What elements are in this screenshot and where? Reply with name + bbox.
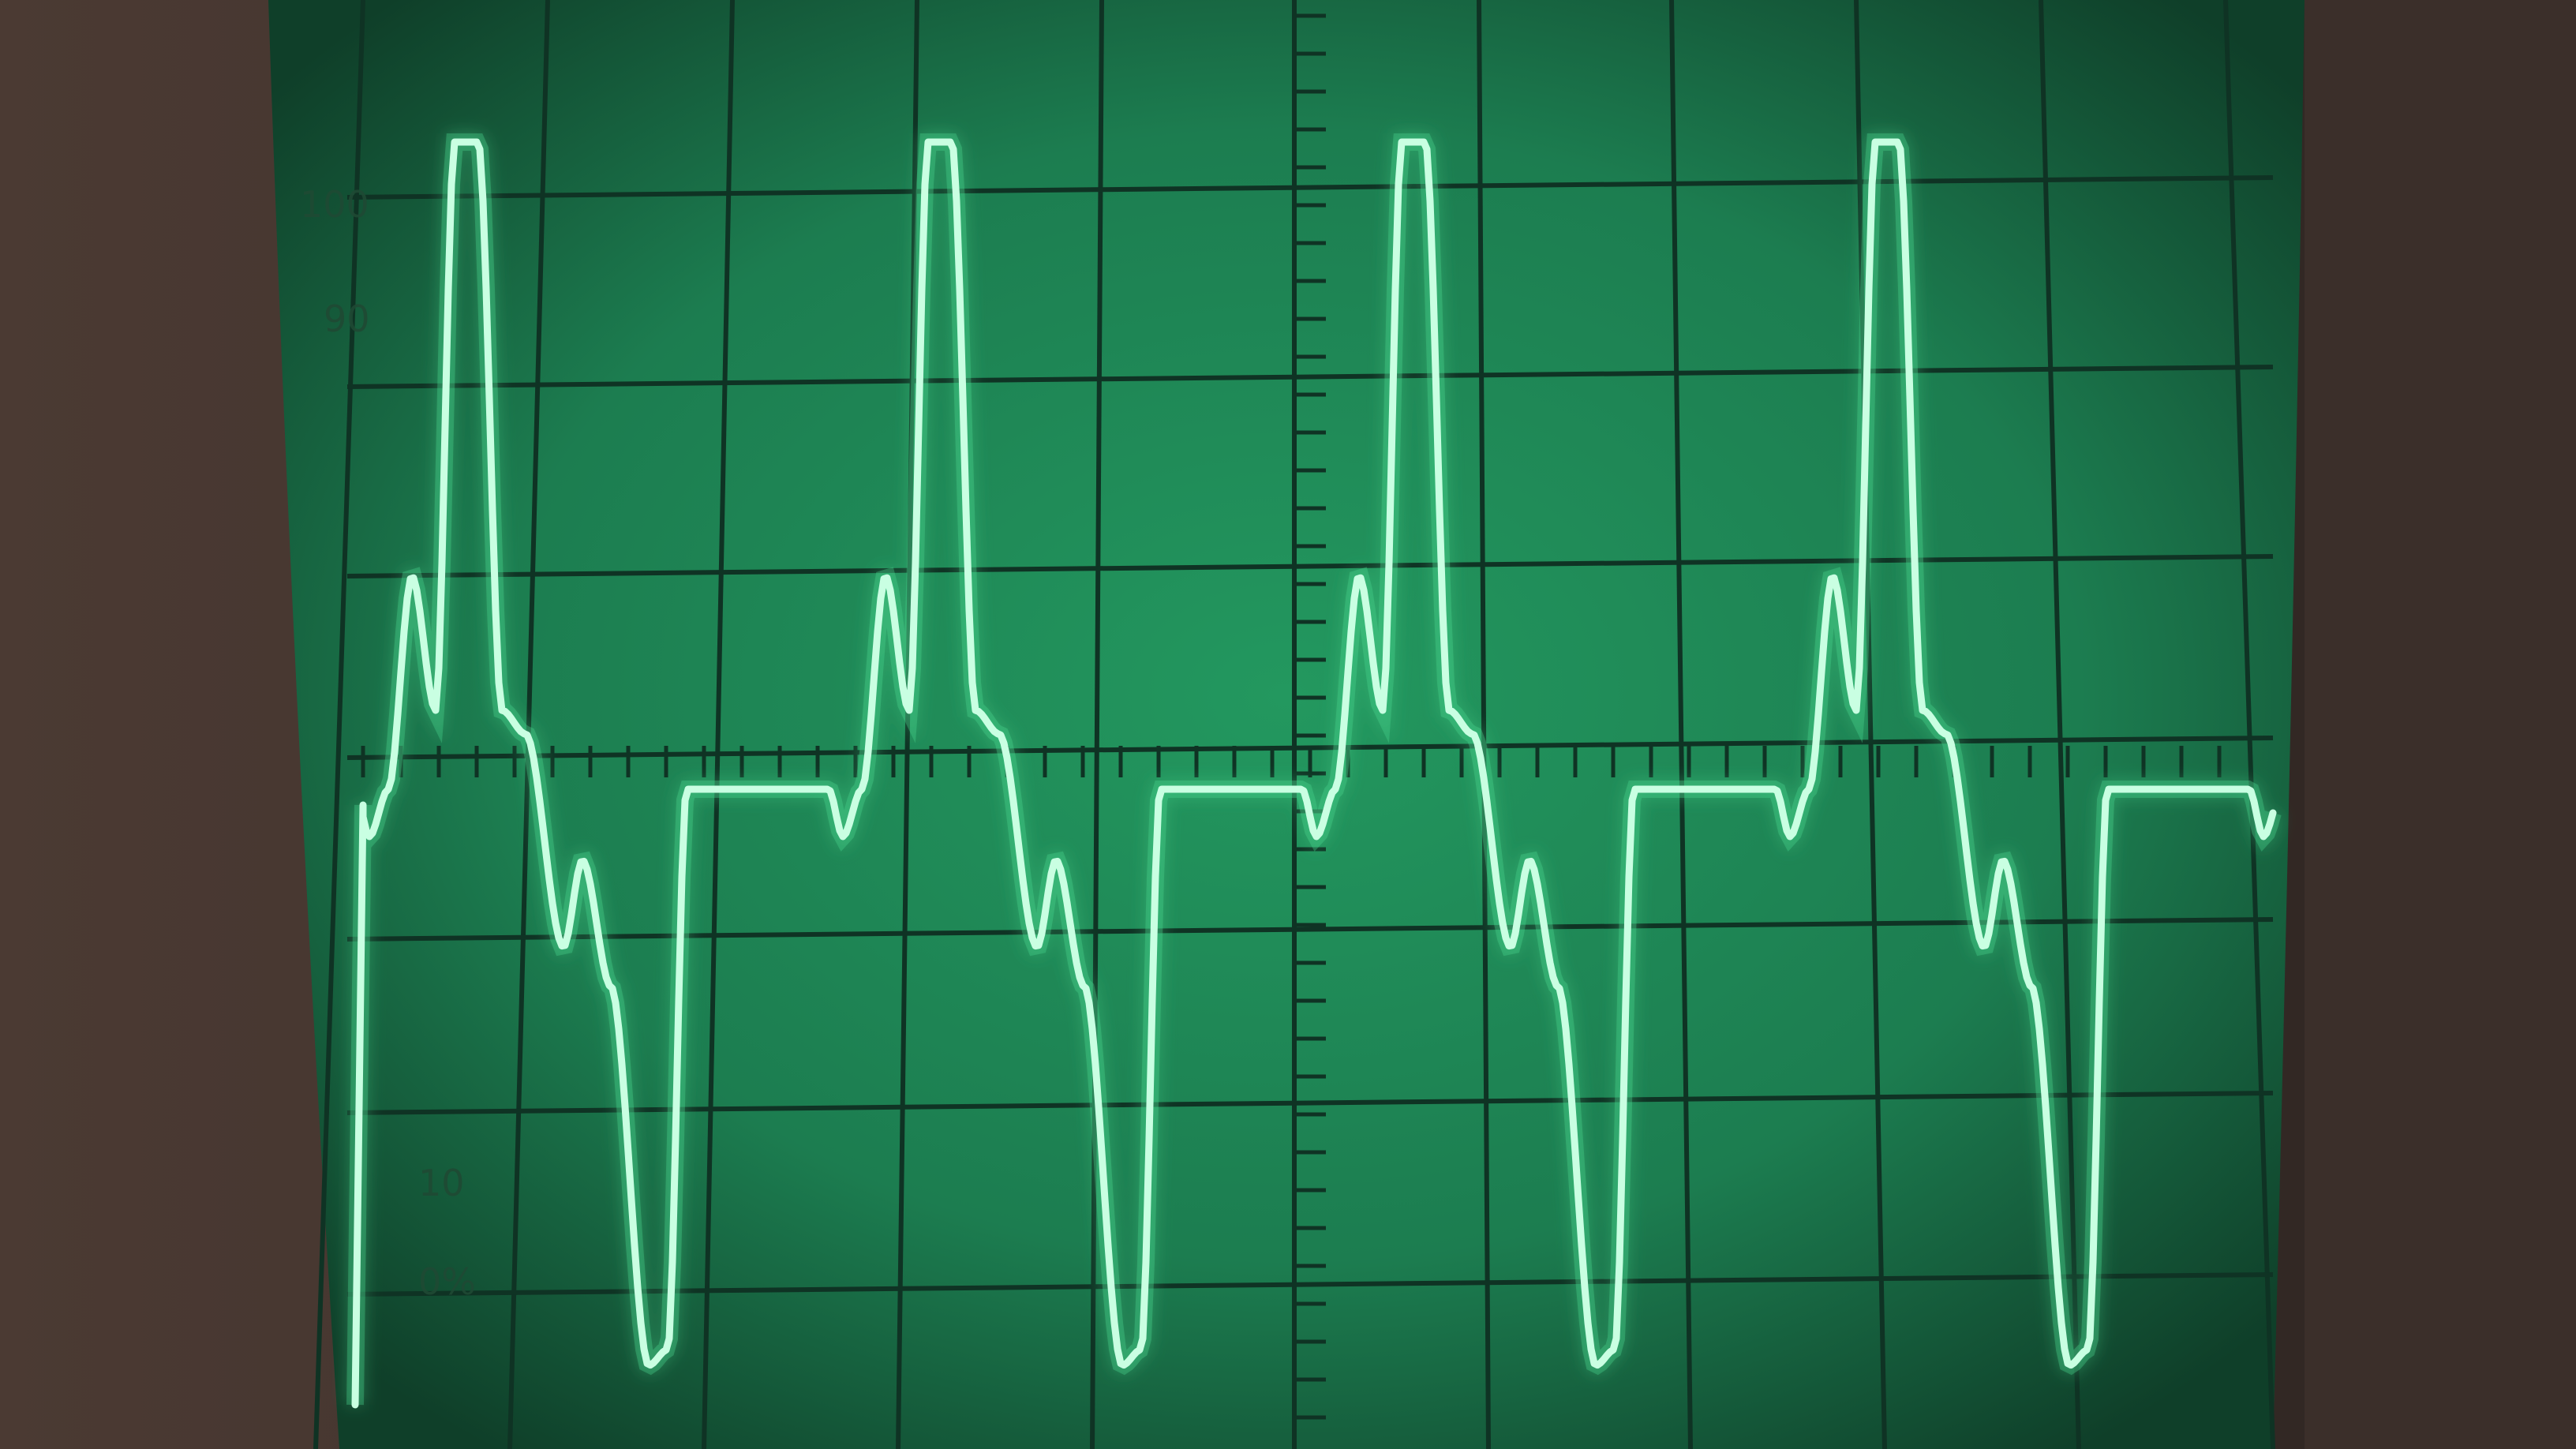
scale-label-10: 10 — [418, 1162, 465, 1204]
grid-vertical-line — [507, 0, 550, 1449]
grid-horizontal-line — [346, 365, 2274, 389]
grid-vertical-line — [702, 0, 735, 1449]
grid-vertical-line — [1477, 0, 1491, 1449]
grid-horizontal-line — [346, 554, 2274, 578]
grid-horizontal-line — [346, 917, 2274, 942]
grid-horizontal-line — [346, 175, 2274, 200]
scale-label-100: 100 — [300, 183, 369, 226]
grid-vertical-line — [1854, 0, 1887, 1449]
scale-label-0-percent: 0% — [418, 1260, 476, 1303]
crt-screen — [268, 0, 2305, 1449]
grid-vertical-line — [2223, 0, 2275, 1449]
grid-vertical-line — [1090, 0, 1104, 1449]
bezel-right — [2305, 0, 2576, 1449]
waveform-trace — [351, 138, 2277, 1409]
scale-label-90: 90 — [324, 298, 370, 340]
grid-vertical-line — [313, 0, 365, 1449]
grid-vertical-line — [1669, 0, 1693, 1449]
grid-vertical-line — [2039, 0, 2081, 1449]
